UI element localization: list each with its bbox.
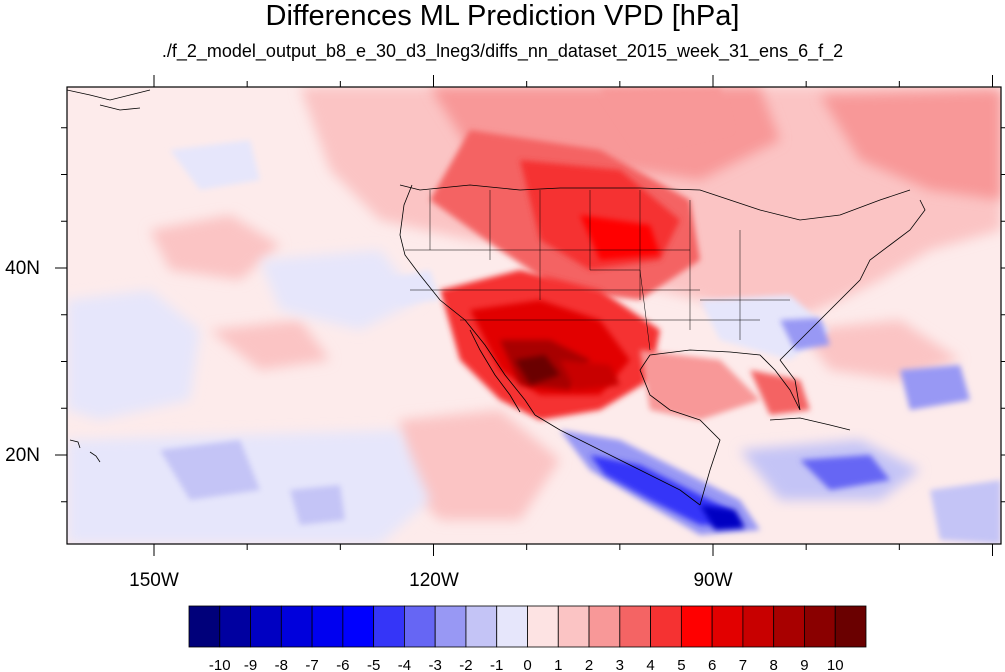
colorbar-label: 1 <box>554 657 562 672</box>
colorbar-label: -8 <box>275 657 288 672</box>
lon-label-90w: 90W <box>693 570 732 591</box>
colorbar-label: 7 <box>739 657 747 672</box>
lat-label-40n: 40N <box>5 258 40 279</box>
colorbar-label: 4 <box>646 657 654 672</box>
lon-label-150w: 150W <box>129 570 179 591</box>
map-plot-area <box>67 87 1001 544</box>
colorbar-swatch <box>280 605 313 648</box>
colorbar-swatch <box>219 605 251 648</box>
colorbar: -10 -9 -8 -7 -6 -5 -4 -3 -2 -1 0 1 2 3 4 5 6 7 8 9 10 <box>188 605 867 672</box>
colorbar-swatch <box>404 605 436 648</box>
colorbar-swatch <box>373 605 405 648</box>
colorbar-swatch <box>342 605 375 648</box>
colorbar-label: -7 <box>305 657 318 672</box>
colorbar-swatch <box>773 605 805 648</box>
map-subtitle: ./f_2_model_output_b8_e_30_d3_lneg3/diff… <box>161 41 844 61</box>
colorbar-label: 6 <box>708 657 716 672</box>
colorbar-swatch <box>804 605 836 648</box>
colorbar-label: -10 <box>209 657 231 672</box>
colorbar-swatch <box>834 605 867 648</box>
map-title: Differences ML Prediction VPD [hPa] <box>265 0 740 32</box>
colorbar-swatch <box>680 605 713 648</box>
colorbar-label: -5 <box>367 657 380 672</box>
vpd-difference-field <box>67 87 1001 544</box>
colorbar-label: -4 <box>398 657 411 672</box>
lat-label-20n: 20N <box>5 445 40 466</box>
colorbar-label: 5 <box>677 657 685 672</box>
colorbar-label: 9 <box>800 657 808 672</box>
colorbar-swatch <box>527 605 559 648</box>
colorbar-swatch <box>434 605 467 648</box>
colorbar-label: 3 <box>616 657 624 672</box>
state-borders <box>405 190 790 351</box>
colorbar-swatch <box>188 605 221 648</box>
colorbar-swatch <box>557 605 590 648</box>
colorbar-swatch <box>588 605 621 648</box>
colorbar-label: -1 <box>490 657 503 672</box>
colorbar-swatch <box>496 605 528 648</box>
colorbar-label: -6 <box>336 657 349 672</box>
colorbar-label: -2 <box>459 657 472 672</box>
colorbar-swatch <box>711 605 744 648</box>
colorbar-swatch <box>311 605 344 648</box>
lon-label-120w: 120W <box>409 570 459 591</box>
colorbar-swatch <box>250 605 282 648</box>
colorbar-label: -3 <box>429 657 442 672</box>
colorbar-label: 0 <box>523 657 531 672</box>
colorbar-label: 2 <box>585 657 593 672</box>
map-frame <box>66 86 1002 545</box>
colorbar-swatch <box>742 605 775 648</box>
colorbar-label: -9 <box>244 657 257 672</box>
colorbar-label: 10 <box>827 657 844 672</box>
coastlines <box>67 89 926 506</box>
colorbar-swatch <box>650 605 682 648</box>
colorbar-label: 8 <box>770 657 778 672</box>
colorbar-swatch <box>619 605 651 648</box>
colorbar-swatch <box>465 605 498 648</box>
axis-ticks <box>55 75 1005 556</box>
